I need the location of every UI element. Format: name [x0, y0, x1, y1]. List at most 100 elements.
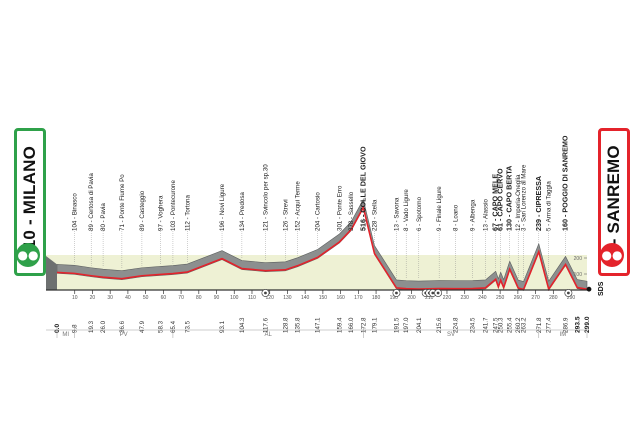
place-km-label: 271.8	[536, 317, 543, 333]
place-label: 89 - Certosa di Pavia	[88, 173, 95, 231]
place-km-label: 117.6	[262, 317, 269, 333]
place-km-label: 26.0	[100, 320, 107, 333]
place-label: 8 - Loano	[452, 204, 459, 231]
distance-tick-label: 220	[443, 295, 452, 301]
distance-tick-label: 90	[214, 295, 220, 301]
place-km-label: 286.9	[563, 317, 570, 333]
altitude-tick-label: 100	[574, 272, 583, 278]
place-label: 152 - Acqui Terme	[295, 181, 302, 231]
place-km-label: 36.6	[119, 320, 126, 333]
place-km-label: 197.0	[403, 317, 410, 333]
place-label: 8 - Vado Ligure	[403, 189, 410, 231]
distance-tick-label: 80	[196, 295, 202, 301]
place-label: 89 - Casteggio	[139, 190, 146, 231]
place-km-label: 263.2	[521, 317, 528, 333]
province-label: IM	[560, 332, 567, 338]
place-km-label: 147.1	[315, 317, 322, 333]
place-label: 378 - Sassello	[348, 191, 355, 231]
distance-tick-label: 290	[567, 295, 576, 301]
place-km-label: 104.3	[239, 317, 246, 333]
distance-tick-label: 200	[407, 295, 416, 301]
distance-tick-label: 230	[461, 295, 470, 301]
place-km-label: 255.4	[507, 317, 514, 333]
start-bicycle-icon: ●●	[16, 243, 40, 267]
distance-tick-label: 10	[72, 295, 78, 301]
distance-tick-label: 140	[301, 295, 310, 301]
place-label: 104 - Binasco	[71, 193, 78, 231]
place-km-label: 172.8	[360, 317, 367, 333]
place-label: 80 - Pavia	[100, 203, 107, 231]
distance-tick-label: 170	[354, 295, 363, 301]
place-km-label: 93.1	[219, 320, 226, 333]
endpoint-km-label: 299.0	[584, 316, 591, 333]
place-label: 3 - San Lorenzo al Mare	[521, 164, 528, 231]
profile-line	[56, 205, 588, 292]
place-label: 196 - Novi Ligure	[219, 183, 226, 231]
place-km-label: 204.1	[416, 317, 423, 333]
route-marker-dot	[395, 291, 398, 295]
distance-tick-label: 190	[390, 295, 399, 301]
distance-tick-label: 20	[90, 295, 96, 301]
place-label: 13 - Alassio	[482, 198, 489, 231]
place-label: 103 - Pontecurone	[170, 180, 177, 231]
distance-tick-label: 110	[248, 295, 256, 301]
altitude-tick-label: 200	[574, 256, 583, 262]
place-km-label: 260.2	[515, 317, 522, 333]
place-label: 126 - Strevi	[282, 199, 289, 231]
distance-tick-label: 270	[531, 295, 540, 301]
place-label: 239 - CIPRESSA	[534, 176, 543, 231]
finish-code-label: SDS	[598, 281, 605, 296]
place-label: 13 - Savona	[393, 197, 400, 231]
distance-tick-label: 150	[319, 295, 328, 301]
distance-tick-label: 30	[107, 295, 113, 301]
place-label: 71 - Ponte Fiume Po	[119, 174, 126, 231]
place-label: 134 - Predosa	[239, 192, 246, 231]
province-label: MI	[62, 332, 69, 338]
place-label: 204 - Cartosio	[315, 192, 322, 231]
start-city-label: 110 - MILANO	[20, 146, 39, 258]
place-km-label: 19.3	[88, 320, 95, 333]
distance-tick-label: 260	[514, 295, 523, 301]
place-km-label: 224.8	[452, 317, 459, 333]
place-label: 6 - Spotorno	[416, 196, 423, 231]
distance-tick-label: 120	[266, 295, 275, 301]
place-km-label: 277.4	[546, 317, 553, 333]
place-label: 9 - Albenga	[470, 199, 477, 231]
finish-dot	[586, 286, 592, 292]
province-label: PV	[120, 332, 128, 338]
distance-tick-label: 250	[496, 295, 505, 301]
place-km-label: 247.5	[493, 317, 500, 333]
distance-tick-label: 100	[230, 295, 239, 301]
endpoint-km-label: 293.5	[574, 316, 581, 333]
route-marker-dot	[431, 291, 435, 295]
province-label: SV	[447, 332, 455, 338]
place-km-label: 73.5	[184, 320, 191, 333]
place-label: 9 - Finale Ligure	[436, 186, 443, 231]
distance-tick-label: 50	[143, 295, 149, 301]
place-km-label: 166.0	[348, 317, 355, 333]
place-label: 228 - Stella	[371, 199, 378, 231]
distance-tick-label: 130	[283, 295, 292, 301]
route-marker-dot	[436, 291, 440, 295]
place-label: 112 - Tortona	[184, 195, 191, 231]
route-marker-dot	[566, 291, 570, 295]
place-label: 12 - Imperia-Oneglia	[515, 174, 522, 231]
place-label: 121 - Svincolo per sp.30	[262, 164, 269, 231]
distance-tick-label: 280	[549, 295, 558, 301]
place-label: 516 - COLLE DEL GIOVO	[358, 146, 367, 231]
place-km-label: 58.3	[157, 320, 164, 333]
place-km-label: 234.5	[470, 317, 477, 333]
place-label: 130 - CAPO BERTA	[505, 166, 514, 231]
place-km-label: 47.9	[139, 320, 146, 333]
distance-tick-label: 70	[178, 295, 184, 301]
place-label: 61 - CAPO CERVO	[496, 168, 505, 231]
place-label: 5 - Arma di Taggia	[546, 181, 553, 231]
place-km-label: 128.8	[282, 317, 289, 333]
place-km-label: 9.8	[71, 324, 78, 333]
place-km-label: 159.4	[337, 317, 344, 333]
route-marker-dot	[264, 291, 267, 295]
distance-tick-label: 180	[372, 295, 381, 301]
place-km-label: 65.4	[170, 320, 177, 333]
